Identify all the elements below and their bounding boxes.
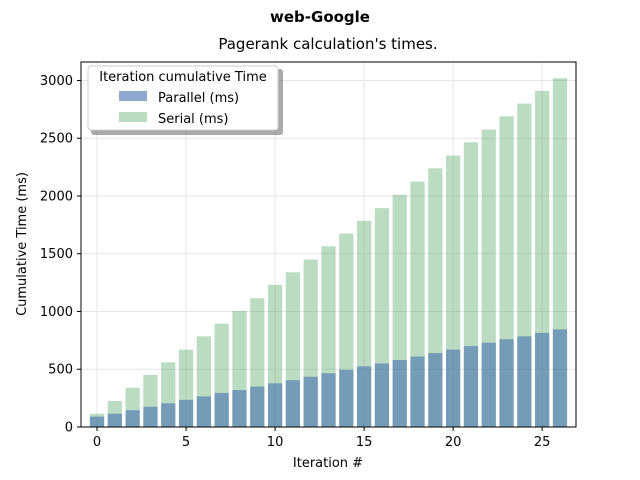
legend: Iteration cumulative Time Parallel (ms) … [87, 65, 283, 135]
bar-parallel-11 [285, 380, 301, 427]
x-tick-label: 15 [356, 435, 373, 450]
x-tick-label: 5 [182, 435, 190, 450]
x-tick-label: 10 [267, 435, 284, 450]
bar-parallel-15 [356, 366, 372, 427]
y-axis-ticks: 0 500 1000 1500 2000 2500 3000 [40, 74, 81, 436]
x-tick-label: 25 [534, 435, 551, 450]
y-axis-label: Cumulative Time (ms) [15, 172, 30, 316]
figure-suptitle: web-Google [270, 8, 370, 26]
x-tick-label: 0 [93, 435, 101, 450]
bar-parallel-13 [321, 373, 336, 427]
y-tick-label: 2000 [40, 189, 73, 204]
bar-parallel-14 [339, 369, 354, 427]
bar-parallel-22 [481, 342, 496, 427]
bar-parallel-24 [517, 336, 532, 427]
bar-parallel-18 [410, 356, 425, 427]
bar-parallel-16 [374, 363, 390, 427]
bar-parallel-7 [214, 392, 229, 427]
legend-swatch-parallel [119, 91, 147, 101]
x-tick-label: 20 [445, 435, 462, 450]
y-tick-label: 2500 [40, 132, 73, 147]
legend-title: Iteration cumulative Time [99, 70, 267, 85]
bar-parallel-5 [178, 399, 194, 427]
bar-parallel-2 [125, 410, 140, 427]
bar-parallel-17 [392, 360, 407, 427]
bar-parallel-19 [428, 353, 443, 427]
bar-parallel-20 [446, 349, 461, 427]
bar-parallel-0 [89, 416, 105, 427]
bar-parallel-23 [499, 339, 514, 427]
legend-swatch-serial [119, 112, 147, 122]
legend-label-parallel: Parallel (ms) [158, 91, 239, 106]
bar-parallel-21 [463, 346, 479, 427]
legend-box [87, 65, 279, 131]
bar-parallel-26 [552, 329, 568, 427]
bar-parallel-6 [196, 396, 211, 427]
y-tick-label: 3000 [40, 74, 73, 89]
bar-parallel-9 [250, 386, 265, 427]
legend-label-serial: Serial (ms) [158, 112, 229, 127]
y-tick-label: 0 [65, 421, 73, 436]
y-tick-label: 500 [48, 363, 73, 378]
bar-parallel-8 [232, 390, 247, 427]
x-axis-ticks: 0 5 10 15 20 25 [93, 427, 551, 450]
y-tick-label: 1000 [40, 305, 73, 320]
bars-group [89, 78, 568, 428]
bar-parallel-25 [535, 332, 550, 427]
bar-parallel-1 [107, 413, 122, 427]
bar-parallel-12 [303, 376, 318, 427]
chart-title: Pagerank calculation's times. [218, 35, 437, 53]
bar-parallel-3 [143, 406, 158, 427]
bar-parallel-10 [267, 383, 283, 427]
x-axis-label: Iteration # [293, 456, 363, 471]
axes-frame [80, 61, 577, 428]
y-tick-label: 1500 [40, 247, 73, 262]
bar-parallel-4 [161, 403, 176, 427]
